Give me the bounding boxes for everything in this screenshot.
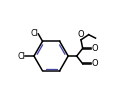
Text: Cl: Cl: [30, 29, 38, 38]
Text: O: O: [92, 44, 98, 53]
Text: O: O: [78, 30, 84, 39]
Text: O: O: [92, 59, 98, 68]
Text: Cl: Cl: [17, 52, 25, 61]
